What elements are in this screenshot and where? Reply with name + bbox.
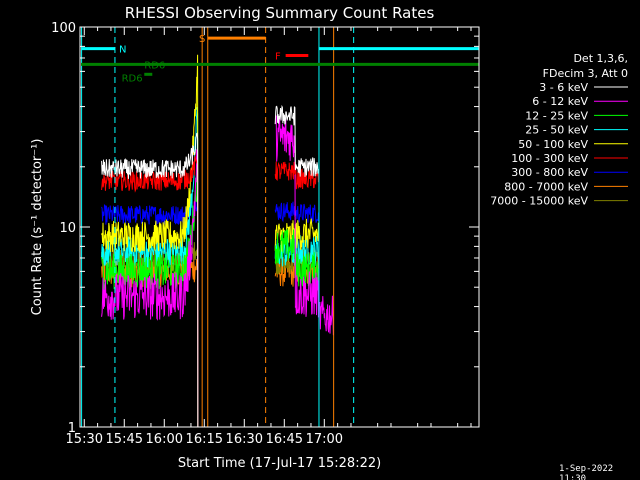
y-axis-label: Count Rate (s⁻¹ detector⁻¹) bbox=[30, 139, 45, 316]
series-line-2 bbox=[101, 157, 320, 427]
flag-label-3: S bbox=[199, 34, 205, 45]
x-tick-label-6: 17:00 bbox=[306, 432, 343, 447]
y-tick-label-2: 100 bbox=[51, 21, 76, 36]
legend-label-2: 12 - 25 keV bbox=[525, 109, 588, 122]
y-tick-label-1: 10 bbox=[59, 221, 76, 236]
footer-date: 1-Sep-2022 11:30 bbox=[559, 464, 614, 480]
legend-label-1: 6 - 12 keV bbox=[532, 95, 588, 108]
series-line-0 bbox=[101, 104, 320, 427]
x-tick-label-0: 15:30 bbox=[66, 432, 103, 447]
x-tick-label-2: 16:00 bbox=[146, 432, 183, 447]
flag-label-4: F bbox=[275, 52, 281, 63]
chart-title: RHESSI Observing Summary Count Rates bbox=[125, 4, 435, 22]
x-axis-label: Start Time (17-Jul-17 15:28:22) bbox=[178, 456, 381, 471]
series-line-1 bbox=[101, 115, 334, 427]
flag-label-0: N bbox=[119, 45, 126, 56]
series-group bbox=[101, 54, 334, 427]
legend-label-8: 7000 - 15000 keV bbox=[490, 195, 588, 208]
legend-label-6: 300 - 800 keV bbox=[511, 166, 588, 179]
legend-label-5: 100 - 300 keV bbox=[511, 152, 588, 165]
flag-label-2: RD6 bbox=[122, 73, 143, 84]
x-tick-label-1: 15:45 bbox=[106, 432, 143, 447]
legend-header-0: Det 1,3,6, bbox=[573, 52, 628, 65]
legend-header-1: FDecim 3, Att 0 bbox=[543, 67, 628, 80]
series-line-7 bbox=[101, 253, 320, 427]
y-tick-label-0: 1 bbox=[68, 421, 76, 436]
x-tick-label-5: 16:45 bbox=[266, 432, 303, 447]
x-tick-label-4: 16:30 bbox=[226, 432, 263, 447]
x-tick-label-3: 16:15 bbox=[186, 432, 223, 447]
legend-label-0: 3 - 6 keV bbox=[539, 81, 588, 94]
legend-label-7: 800 - 7000 keV bbox=[504, 180, 588, 193]
flag-label-1: RD6 bbox=[144, 60, 165, 71]
legend-label-3: 25 - 50 keV bbox=[525, 124, 588, 137]
legend-label-4: 50 - 100 keV bbox=[518, 138, 588, 151]
